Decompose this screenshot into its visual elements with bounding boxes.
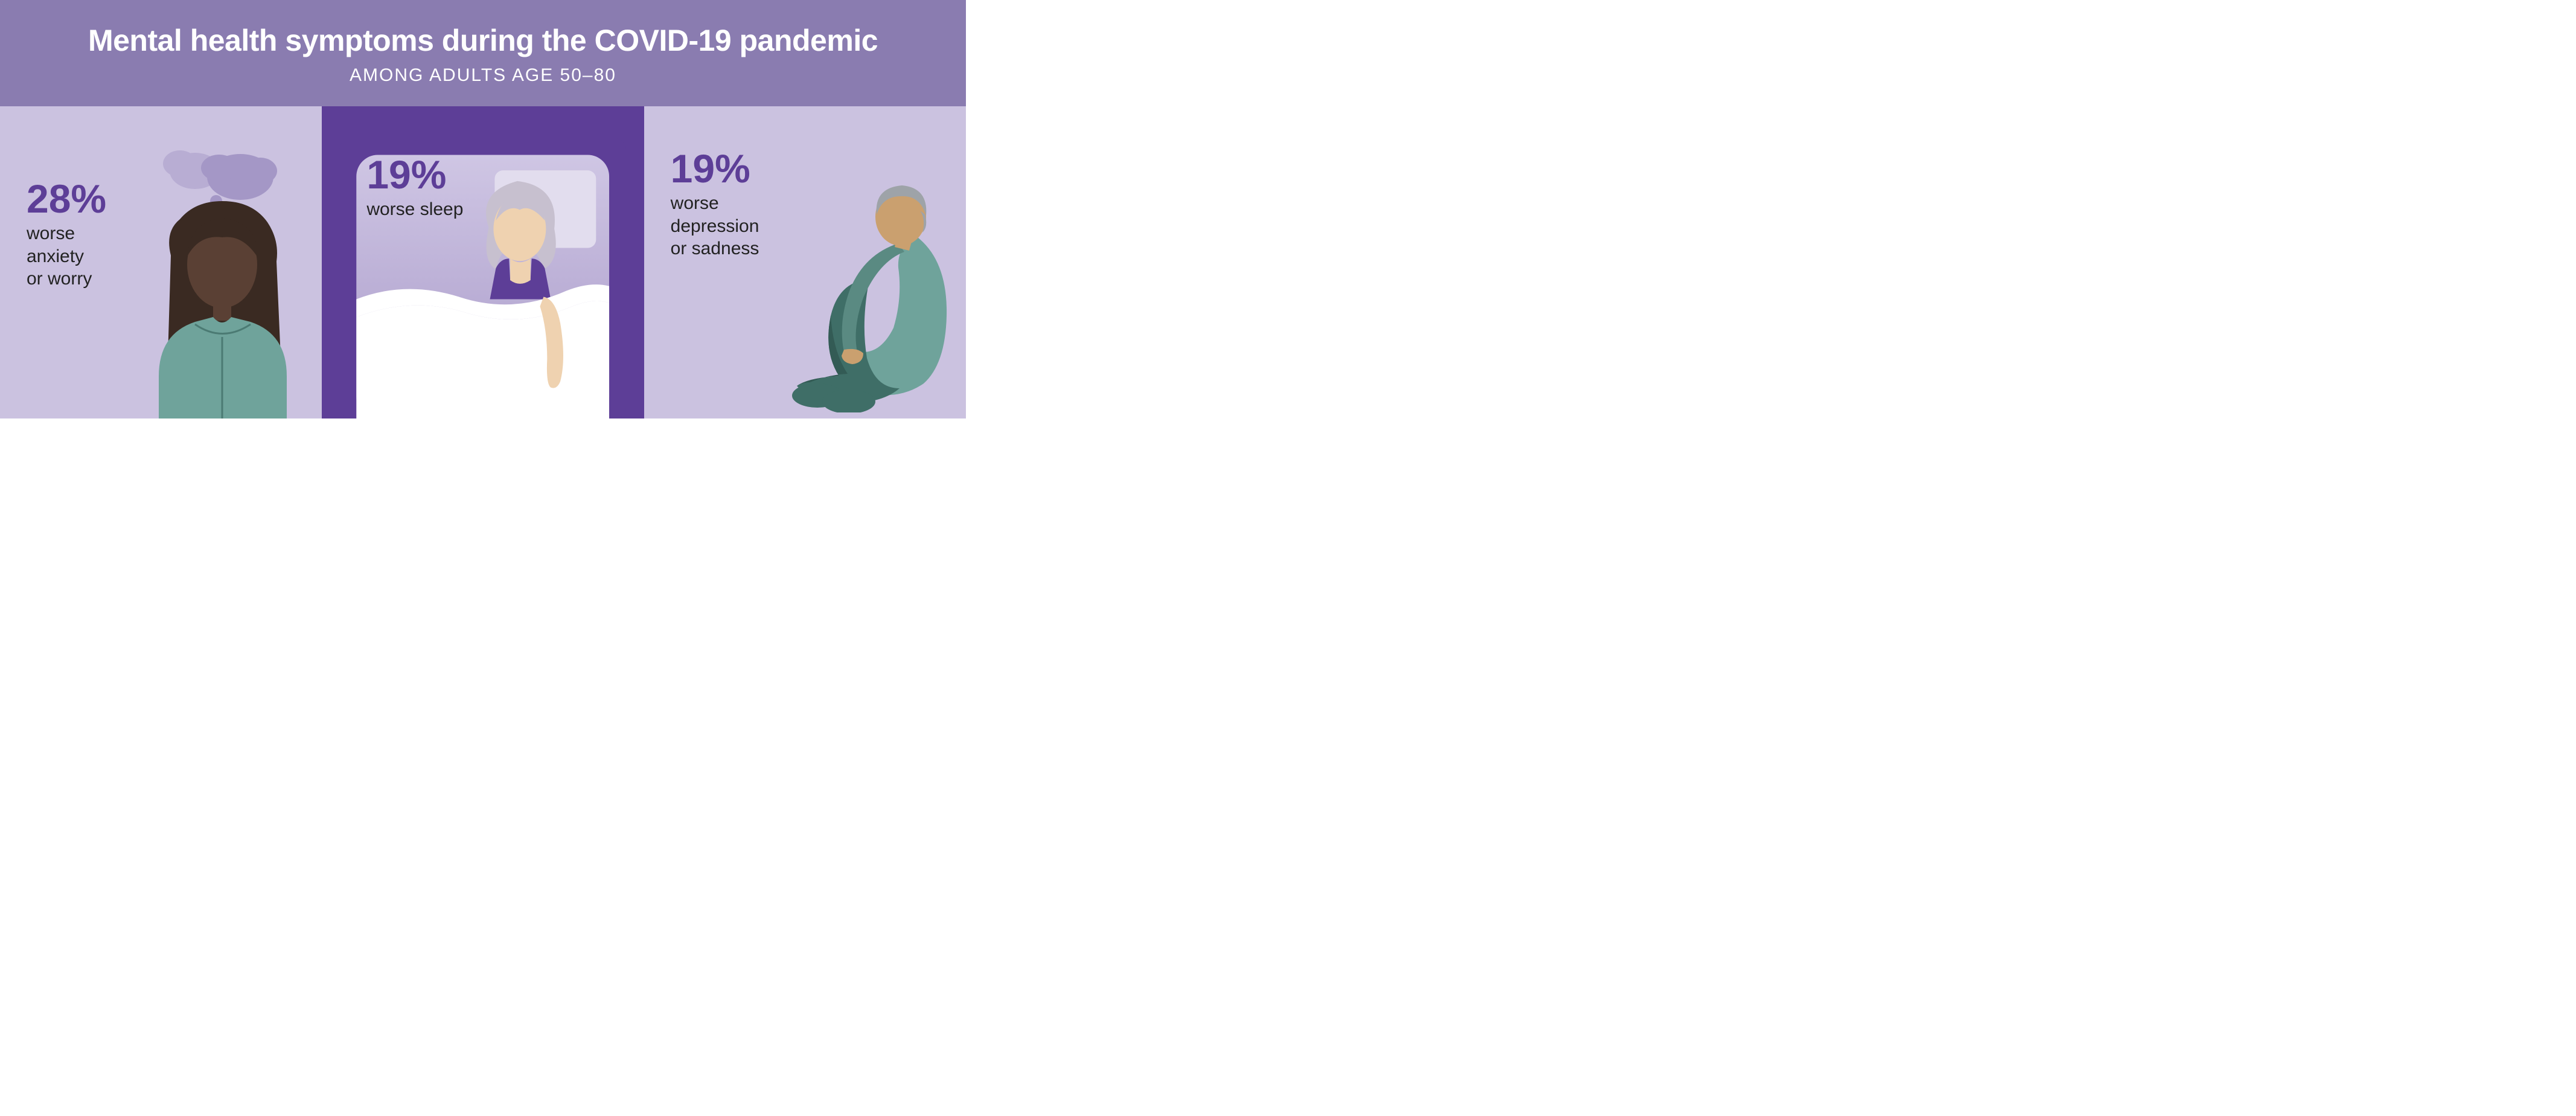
- pct-anxiety: 28%: [27, 179, 298, 219]
- desc-sleep: worse sleep: [366, 198, 619, 221]
- subtitle: AMONG ADULTS AGE 50–80: [12, 65, 954, 86]
- pct-sleep: 19%: [366, 155, 619, 194]
- stat-depression: 19% worsedepressionor sadness: [671, 149, 942, 260]
- main-title: Mental health symptoms during the COVID-…: [12, 23, 954, 58]
- desc-depression: worsedepressionor sadness: [671, 192, 942, 260]
- panel-anxiety: 28% worseanxietyor worry: [0, 106, 322, 418]
- header: Mental health symptoms during the COVID-…: [0, 0, 966, 106]
- stat-sleep: 19% worse sleep: [366, 155, 619, 221]
- pct-depression: 19%: [671, 149, 942, 188]
- desc-anxiety: worseanxietyor worry: [27, 222, 298, 290]
- panel-sleep: 19% worse sleep: [322, 106, 644, 418]
- panel-depression: 19% worsedepressionor sadness: [644, 106, 966, 418]
- panels-row: 28% worseanxietyor worry: [0, 106, 966, 418]
- stat-anxiety: 28% worseanxietyor worry: [27, 179, 298, 290]
